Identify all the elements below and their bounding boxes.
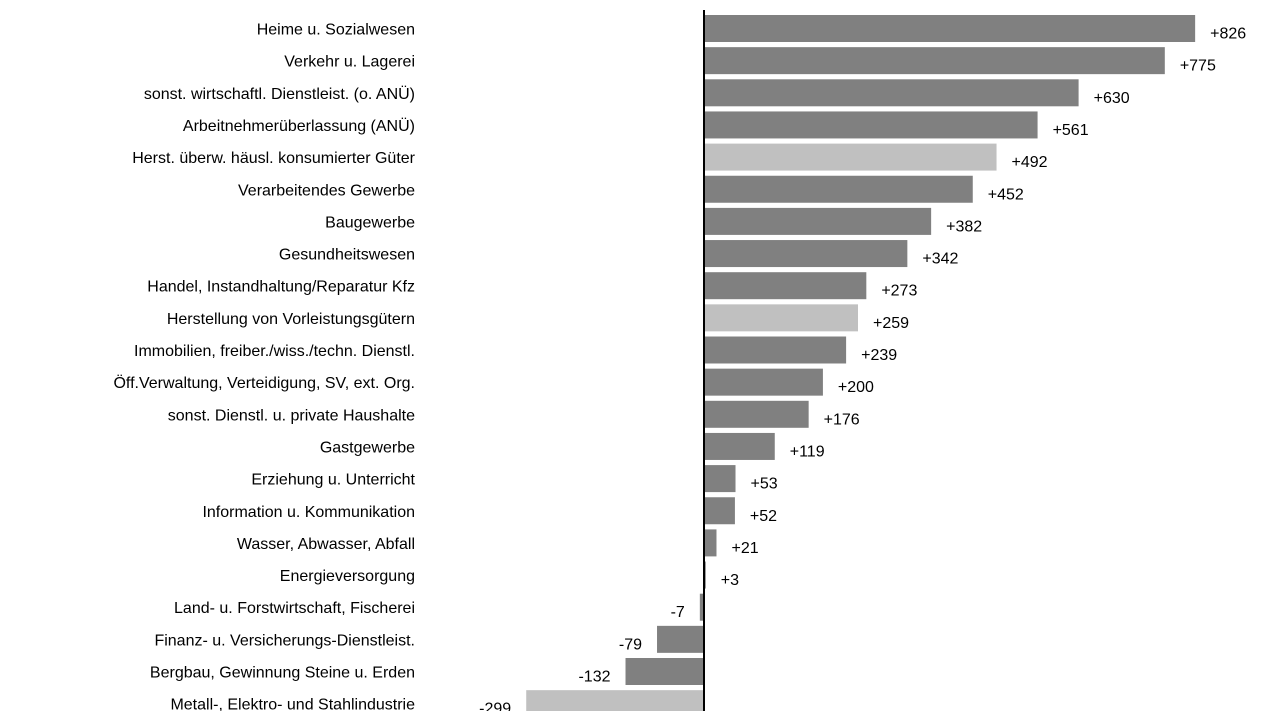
value-label: -79: [619, 636, 642, 653]
category-label: Finanz- u. Versicherungs-Dienstleist.: [154, 632, 415, 649]
bar: [704, 143, 997, 171]
bar: [704, 175, 973, 203]
bar: [704, 400, 809, 428]
value-label: +176: [824, 411, 860, 428]
value-label: +239: [861, 347, 897, 364]
bars: [526, 15, 1196, 711]
category-label: Gastgewerbe: [320, 439, 415, 456]
bar: [699, 593, 704, 621]
value-label: -7: [671, 604, 685, 621]
category-label: sonst. wirtschaftl. Dienstleist. (o. ANÜ…: [144, 85, 415, 103]
value-label: +200: [838, 379, 874, 396]
category-label: Herstellung von Vorleistungsgütern: [167, 311, 415, 328]
bar: [625, 658, 704, 685]
bar: [704, 79, 1079, 107]
bar: [704, 465, 736, 493]
bar: [704, 529, 717, 557]
category-label: Herst. überw. häusl. konsumierter Güter: [132, 150, 415, 167]
value-label: -132: [578, 669, 610, 686]
bar: [704, 207, 932, 235]
bar: [704, 497, 735, 525]
bar: [704, 336, 847, 364]
value-label: +452: [988, 186, 1024, 203]
category-label: Immobilien, freiber./wiss./techn. Dienst…: [134, 343, 415, 360]
bar: [704, 240, 908, 268]
bar: [704, 432, 775, 460]
category-label: Wasser, Abwasser, Abfall: [237, 536, 415, 553]
value-label: +21: [731, 540, 758, 557]
value-label: +259: [873, 315, 909, 332]
category-label: Land- u. Forstwirtschaft, Fischerei: [174, 600, 415, 617]
category-labels: Heime u. Sozialwesen Verkehr u. Lagerei so…: [113, 22, 415, 711]
category-label: Verkehr u. Lagerei: [284, 54, 415, 71]
value-label: +775: [1180, 58, 1216, 75]
bar: [526, 690, 704, 711]
category-label: Gesundheitswesen: [279, 247, 415, 264]
category-label: Erziehung u. Unterricht: [251, 472, 415, 489]
bar: [704, 304, 859, 332]
value-label: +119: [790, 443, 825, 460]
category-label: Bergbau, Gewinnung Steine u. Erden: [150, 665, 415, 682]
value-label: +3: [721, 572, 739, 589]
value-label: +342: [922, 251, 958, 268]
value-label: +53: [751, 476, 778, 493]
category-label: Arbeitnehmerüberlassung (ANÜ): [183, 117, 415, 135]
value-label: -299: [479, 701, 511, 711]
bar: [704, 15, 1196, 42]
value-label: +382: [946, 218, 982, 235]
category-label: Handel, Instandhaltung/Reparatur Kfz: [147, 279, 415, 296]
category-label: sonst. Dienstl. u. private Haushalte: [168, 407, 415, 424]
bar: [704, 272, 867, 300]
value-label: +273: [881, 283, 917, 300]
value-label: +630: [1094, 90, 1130, 107]
category-label: Information u. Kommunikation: [202, 504, 415, 521]
bar: [704, 368, 823, 396]
bar: [704, 111, 1038, 139]
value-label: +492: [1012, 154, 1048, 171]
value-label: +826: [1210, 26, 1246, 43]
value-label: +52: [750, 508, 777, 525]
category-label: Metall-, Elektro- und Stahlindustrie: [170, 697, 415, 711]
category-label: Energieversorgung: [280, 568, 415, 585]
category-label: Heime u. Sozialwesen: [257, 22, 415, 39]
value-label: +561: [1053, 122, 1089, 139]
value-labels: +826 +775 +630 +561 +492 +452 +382 +342 +273 +259…: [479, 26, 1246, 711]
category-label: Öff.Verwaltung, Verteidigung, SV, ext. O…: [113, 374, 415, 392]
category-label: Verarbeitendes Gewerbe: [238, 182, 415, 199]
bar: [657, 625, 704, 653]
category-label: Baugewerbe: [325, 214, 415, 231]
bar: [704, 47, 1165, 75]
